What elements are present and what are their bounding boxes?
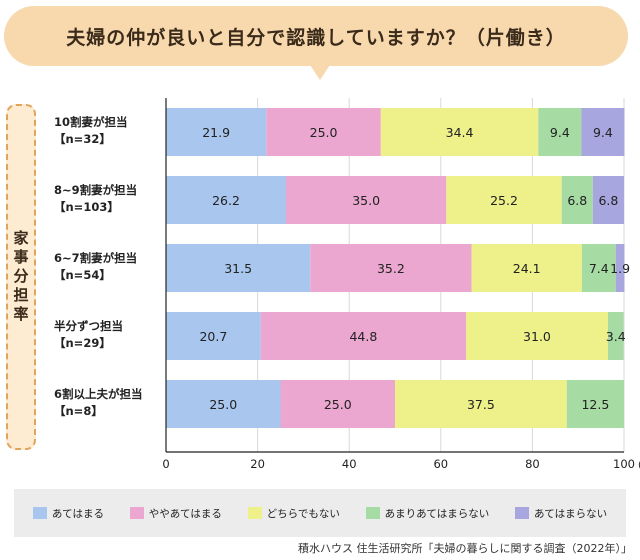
- bar-4-0: [166, 380, 281, 428]
- row-label-0: 10割妻が担当 【n=32】: [54, 114, 162, 148]
- bar-value-label-1-4: 6.8: [598, 193, 618, 208]
- x-tick-label-3: 60: [433, 457, 448, 471]
- legend-label-4: あてはまらない: [533, 507, 608, 520]
- legend-item-0: あてはまる: [32, 506, 104, 521]
- bar-value-label-0-2: 34.4: [446, 125, 474, 140]
- bar-value-label-3-0: 20.7: [199, 329, 227, 344]
- legend-swatch-0: [32, 507, 47, 519]
- row-label-text-4: 6割以上夫が担当: [54, 387, 143, 401]
- bar-4-3: [566, 380, 624, 428]
- x-tick-label-4: 80: [525, 457, 540, 471]
- bar-value-label-0-4: 9.4: [593, 125, 613, 140]
- bar-4-2: [395, 380, 567, 428]
- axis-group-label: 家事分担率: [11, 229, 30, 325]
- legend-label-3: あまりあてはまらない: [384, 507, 490, 520]
- legend-swatch-4: [514, 507, 529, 519]
- bar-2-0: [166, 244, 311, 292]
- legend-label-2: どちらでもない: [266, 507, 340, 520]
- bar-value-label-1-2: 25.2: [490, 193, 518, 208]
- row-label-4: 6割以上夫が担当 【n=8】: [54, 386, 162, 420]
- legend-swatch-3: [365, 507, 380, 519]
- bar-value-label-4-0: 25.0: [209, 397, 237, 412]
- x-axis-unit: (%): [638, 460, 640, 471]
- title-bubble: 夫婦の仲が良いと自分で認識していますか？（片働き）: [4, 6, 628, 80]
- row-label-n-0: 【n=32】: [54, 132, 111, 146]
- bar-value-label-0-1: 25.0: [310, 125, 338, 140]
- bar-value-label-2-2: 24.1: [513, 261, 541, 276]
- bar-2-1: [310, 244, 472, 292]
- row-label-text-2: 6~7割妻が担当: [54, 251, 138, 265]
- bar-value-label-4-2: 37.5: [467, 397, 495, 412]
- axis-group-box: 家事分担率: [6, 104, 36, 450]
- bar-2-3: [581, 244, 616, 292]
- bar-value-label-0-3: 9.4: [550, 125, 570, 140]
- row-label-text-0: 10割妻が担当: [54, 115, 128, 129]
- bar-3-1: [260, 312, 466, 360]
- bar-1-3: [561, 176, 593, 224]
- row-label-n-3: 【n=29】: [54, 336, 111, 350]
- legend-swatch-2: [247, 507, 262, 519]
- legend: あてはまる ややあてはまる どちらでもない あまりあてはまらない あてはまらない: [14, 489, 626, 537]
- bar-3-2: [465, 312, 608, 360]
- bar-1-2: [446, 176, 562, 224]
- row-label-text-3: 半分ずつ担当: [54, 319, 123, 333]
- legend-label-1: ややあてはまる: [148, 507, 222, 520]
- bar-1-1: [285, 176, 447, 224]
- row-label-n-4: 【n=8】: [54, 404, 103, 418]
- bar-3-3: [607, 312, 624, 360]
- x-tick-label-1: 20: [250, 457, 265, 471]
- bar-value-label-0-0: 21.9: [202, 125, 230, 140]
- row-label-text-1: 8~9割妻が担当: [54, 183, 138, 197]
- row-label-n-1: 【n=103】: [54, 200, 119, 214]
- bar-0-3: [538, 108, 582, 156]
- legend-swatch-1: [129, 507, 144, 519]
- bar-value-label-2-3: 7.4: [589, 261, 609, 276]
- bar-value-label-3-1: 44.8: [349, 329, 377, 344]
- legend-item-4: あてはまらない: [514, 506, 608, 521]
- row-label-3: 半分ずつ担当 【n=29】: [54, 318, 162, 352]
- row-label-n-2: 【n=54】: [54, 268, 111, 282]
- bar-value-label-3-3: 3.4: [606, 329, 626, 344]
- bar-value-label-2-1: 35.2: [377, 261, 405, 276]
- bar-0-1: [266, 108, 381, 156]
- bar-1-0: [166, 176, 286, 224]
- legend-item-1: ややあてはまる: [129, 506, 222, 521]
- chart-plot: 21.9 25.0 34.4 9.4 9.4 26.2 35.0 25.2 6.8 6.8 31.5…: [162, 98, 640, 471]
- chart-title: 夫婦の仲が良いと自分で認識していますか？（片働き）: [66, 26, 566, 49]
- x-tick-label-5: 100: [613, 457, 635, 471]
- bar-3-0: [166, 312, 261, 360]
- bar-4-1: [280, 380, 395, 428]
- bar-value-label-3-2: 31.0: [523, 329, 551, 344]
- bar-2-4: [615, 244, 625, 292]
- bar-value-label-4-3: 12.5: [581, 397, 609, 412]
- bar-value-label-1-1: 35.0: [352, 193, 380, 208]
- bar-value-label-4-1: 25.0: [324, 397, 352, 412]
- bar-1-4: [592, 176, 624, 224]
- source-note: 積水ハウス 住生活研究所「夫婦の暮らしに関する調査（2022年）」: [298, 542, 632, 555]
- bar-value-label-1-3: 6.8: [567, 193, 587, 208]
- row-label-1: 8~9割妻が担当 【n=103】: [54, 182, 162, 216]
- legend-item-2: どちらでもない: [247, 506, 340, 521]
- bar-value-label-2-0: 31.5: [224, 261, 252, 276]
- bar-2-2: [471, 244, 582, 292]
- row-label-2: 6~7割妻が担当 【n=54】: [54, 250, 162, 284]
- bar-0-4: [581, 108, 625, 156]
- legend-label-0: あてはまる: [51, 507, 104, 520]
- x-tick-label-2: 40: [342, 457, 357, 471]
- bar-value-label-2-4: 1.9: [610, 261, 630, 276]
- bar-value-label-1-0: 26.2: [212, 193, 240, 208]
- bar-0-0: [166, 108, 267, 156]
- legend-item-3: あまりあてはまらない: [365, 506, 490, 521]
- x-tick-label-0: 0: [162, 457, 169, 471]
- bar-0-2: [380, 108, 539, 156]
